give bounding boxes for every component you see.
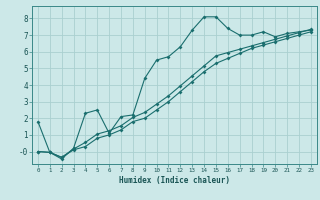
X-axis label: Humidex (Indice chaleur): Humidex (Indice chaleur) xyxy=(119,176,230,185)
